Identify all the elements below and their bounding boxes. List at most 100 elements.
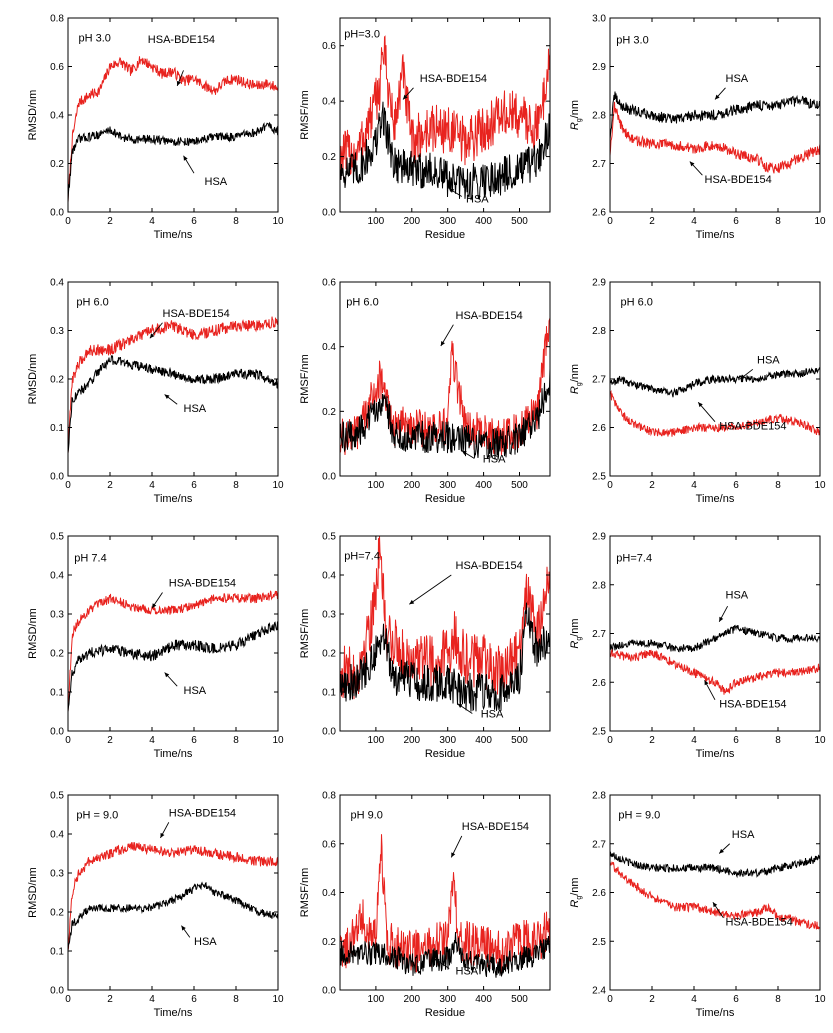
condition-label: pH = 9.0: [76, 810, 118, 822]
plot-frame: [609, 535, 821, 732]
x-tick-label: 6: [191, 735, 197, 746]
x-tick-label: 10: [272, 994, 284, 1005]
y-tick-label: 0.4: [50, 830, 64, 841]
series-line-hsa: [68, 621, 278, 712]
series-annotation: HSA-BDE154: [456, 310, 523, 322]
x-axis-label: Time/ns: [696, 748, 735, 760]
y-tick-label: 0.1: [322, 688, 336, 699]
series-line-hsa: [610, 367, 820, 398]
y-tick-label: 2.6: [592, 208, 606, 219]
x-tick-label: 10: [272, 735, 284, 746]
x-tick-label: 10: [814, 735, 826, 746]
x-tick-label: 400: [475, 735, 492, 746]
x-tick-label: 2: [649, 480, 655, 491]
series-annotation: HSA-BDE154: [456, 560, 523, 572]
y-tick-label: 0.2: [322, 407, 336, 418]
y-tick-label: 2.4: [592, 986, 606, 997]
x-tick-label: 0: [65, 994, 71, 1005]
x-tick-label: 4: [691, 480, 697, 491]
panel-p9: 0 2 4 6 8 10 0.0 0.1 0.2 0.3 0.4 0.5 Time/ns RMSD/nm p…: [27, 791, 284, 1020]
x-tick-label: 200: [403, 480, 420, 491]
series-line-hsa: [68, 355, 278, 454]
y-tick-label: 2.5: [592, 472, 606, 483]
x-axis-label: Time/ns: [154, 229, 193, 241]
series-line-hsa: [340, 602, 550, 712]
panel-p6: 0 2 4 6 8 10 0.0 0.1 0.2 0.3 0.4 0.5 Time/ns RMSD/nm p…: [27, 532, 284, 761]
x-axis-label: Time/ns: [696, 229, 735, 241]
x-tick-label: 2: [649, 216, 655, 227]
y-tick-label: 2.8: [592, 326, 606, 337]
arrow-head: [698, 402, 703, 408]
y-tick-label: 0.2: [50, 159, 64, 170]
y-tick-label: 0.0: [322, 986, 336, 997]
x-tick-label: 300: [439, 216, 456, 227]
x-tick-label: 500: [511, 735, 528, 746]
y-axis-label: RMSD/nm: [27, 608, 39, 659]
series-annotation: HSA: [184, 685, 207, 697]
y-axis-label: RMSF/nm: [299, 90, 311, 140]
x-tick-label: 500: [511, 480, 528, 491]
y-axis-label: Rg/nm: [569, 100, 583, 130]
arrow-head: [715, 94, 720, 100]
x-tick-label: 0: [607, 735, 613, 746]
series-line-hsa: [610, 851, 820, 879]
y-tick-label: 2.6: [592, 423, 606, 434]
x-tick-label: 400: [475, 480, 492, 491]
x-tick-label: 8: [233, 480, 239, 491]
plot-frame: [339, 17, 551, 213]
x-tick-label: 6: [191, 216, 197, 227]
x-tick-label: 4: [691, 216, 697, 227]
y-tick-label: 2.8: [592, 111, 606, 122]
x-tick-label: 8: [775, 480, 781, 491]
x-tick-label: 4: [149, 480, 155, 491]
series-annotation: HSA-BDE154: [163, 308, 230, 320]
y-tick-label: 2.8: [592, 791, 606, 802]
x-tick-label: 4: [149, 735, 155, 746]
x-tick-label: 500: [511, 994, 528, 1005]
series-line-hsa-bde154: [610, 648, 820, 695]
arrow-head: [704, 680, 709, 686]
x-tick-label: 8: [233, 994, 239, 1005]
plot-frame: [67, 17, 279, 213]
arrow-head: [719, 848, 724, 854]
condition-label: pH 6.0: [346, 296, 378, 308]
series-annotation: HSA-BDE154: [169, 578, 236, 590]
y-tick-label: 0.0: [322, 208, 336, 219]
arrow-head: [461, 450, 467, 455]
annotation-arrow: [409, 574, 452, 605]
series-annotation: HSA: [732, 829, 755, 841]
y-tick-label: 0.0: [50, 986, 64, 997]
y-tick-label: 2.7: [592, 159, 606, 170]
y-tick-label: 0.6: [50, 62, 64, 73]
y-tick-label: 2.6: [592, 678, 606, 689]
arrow-head: [440, 341, 445, 347]
y-axis-label: RMSD/nm: [27, 90, 39, 141]
series-line-hsa: [340, 931, 550, 978]
condition-label: pH=7.4: [616, 552, 652, 564]
series-annotation: HSA-BDE154: [719, 699, 786, 711]
plot-frame: [339, 281, 551, 477]
series-line-hsa-bde154: [68, 56, 278, 203]
x-axis-label: Time/ns: [154, 1007, 193, 1019]
y-tick-label: 2.6: [592, 888, 606, 899]
series-annotation: HSA: [456, 965, 479, 977]
series-annotation: HSA: [757, 354, 780, 366]
panel-p10: 100 200 300 400 500 0.0 0.2 0.4 0.6 0.8 Residue RMS…: [299, 791, 551, 1019]
y-axis-label: RMSF/nm: [299, 354, 311, 404]
x-axis-label: Time/ns: [154, 493, 193, 505]
x-tick-label: 2: [107, 480, 113, 491]
y-tick-label: 0.4: [322, 888, 336, 899]
x-tick-label: 10: [272, 480, 284, 491]
condition-label: pH 7.4: [74, 552, 106, 564]
y-tick-label: 0.6: [322, 41, 336, 52]
series-line-hsa: [68, 881, 278, 951]
arrow-head: [712, 902, 718, 908]
y-tick-label: 2.9: [592, 278, 606, 289]
condition-label: pH=7.4: [344, 551, 380, 563]
series-annotation: HSA: [726, 589, 749, 601]
x-tick-label: 2: [107, 735, 113, 746]
plot-frame: [67, 794, 279, 991]
x-tick-label: 4: [691, 735, 697, 746]
x-tick-label: 100: [368, 994, 385, 1005]
x-tick-label: 4: [149, 216, 155, 227]
